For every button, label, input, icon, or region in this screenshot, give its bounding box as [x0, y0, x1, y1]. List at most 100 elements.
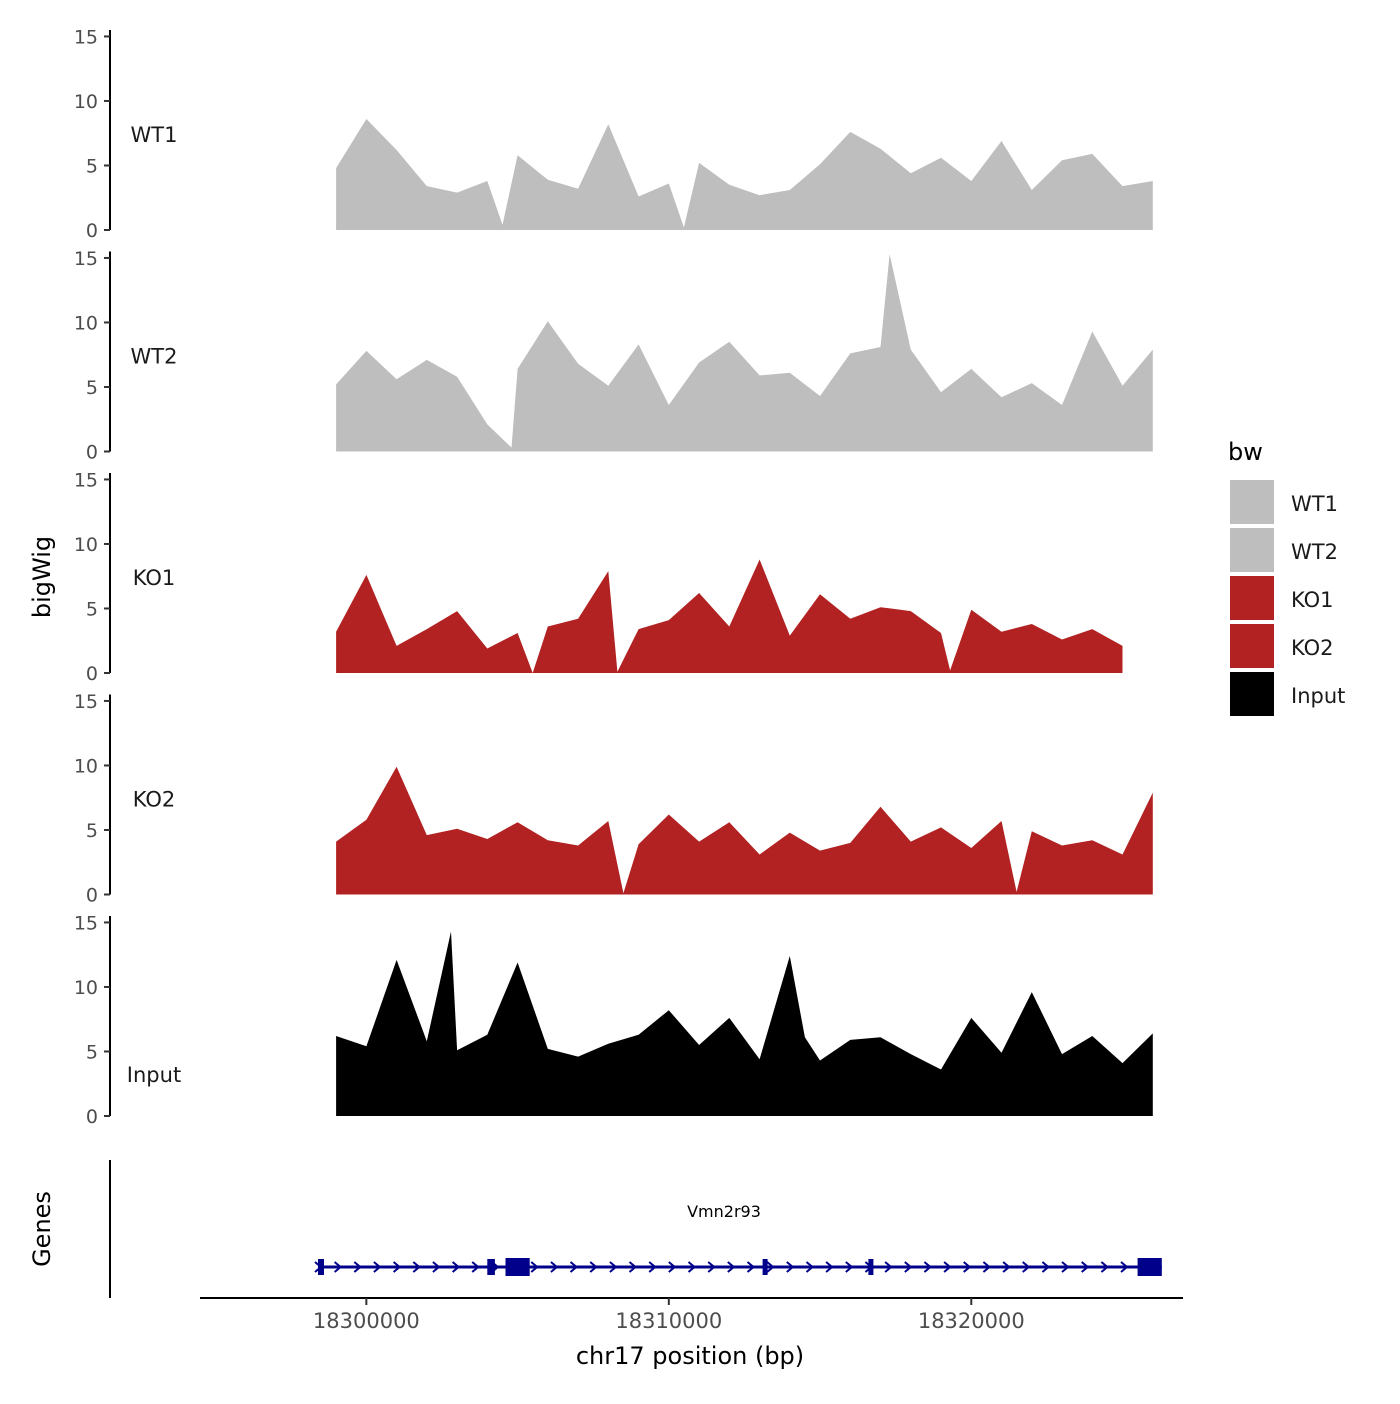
x-axis: 18300000 18310000 18320000 [200, 1297, 1183, 1333]
strand-arrow [609, 1261, 618, 1273]
gene-name-label: Vmn2r93 [687, 1202, 761, 1221]
y-tick-label: 15 [74, 469, 98, 491]
track-ko2: 0 5 10 15 KO2 [74, 691, 1153, 907]
strand-arrow [392, 1261, 402, 1273]
strand-arrow [1041, 1261, 1050, 1273]
strand-arrow [432, 1261, 441, 1273]
strand-arrow [333, 1261, 343, 1273]
gene-exon [487, 1259, 495, 1275]
legend: bw WT1 WT2 KO1 KO2 Input [1228, 438, 1345, 716]
strand-arrow [746, 1261, 756, 1273]
y-tick-label: 15 [74, 691, 98, 713]
tracks-layer: 0 5 10 15 WT1 0 5 10 15 WT2 0 5 10 15 KO1 0 5 10 15 KO2 0 5 10… [74, 26, 1153, 1128]
legend-label: WT2 [1291, 540, 1338, 564]
strand-arrow [1120, 1261, 1129, 1273]
y-tick-label: 10 [74, 977, 98, 999]
x-tick-label: 18320000 [918, 1309, 1025, 1333]
y-axis-title: bigWig [28, 536, 56, 618]
strand-arrow [963, 1261, 972, 1273]
strand-arrow [766, 1261, 775, 1273]
track-input: 0 5 10 15 Input [74, 912, 1153, 1128]
track-label: KO2 [133, 788, 176, 812]
strand-arrow [628, 1261, 638, 1273]
strand-arrow [1061, 1261, 1070, 1273]
gene-exon [868, 1259, 874, 1275]
y-tick-label: 0 [86, 220, 98, 242]
area-input [336, 931, 1153, 1116]
y-tick-label: 15 [74, 248, 98, 270]
strand-arrow [707, 1261, 716, 1273]
strand-arrow [530, 1261, 539, 1273]
legend-title: bw [1228, 438, 1263, 466]
x-axis-title: chr17 position (bp) [576, 1342, 804, 1370]
strand-arrow [471, 1261, 480, 1273]
y-tick-label: 10 [74, 312, 98, 334]
legend-key [1230, 672, 1274, 716]
y-tick-label: 0 [86, 663, 98, 685]
y-tick-label: 5 [86, 1041, 98, 1063]
track-label: WT2 [131, 345, 178, 369]
gene-exon [505, 1258, 530, 1276]
gene-exon [1137, 1258, 1162, 1276]
area-ko1 [336, 559, 1123, 673]
area-wt2 [336, 254, 1153, 452]
legend-key [1230, 528, 1274, 572]
y-tick-label: 0 [86, 1106, 98, 1128]
y-tick-label: 0 [86, 442, 98, 464]
strand-arrow [687, 1261, 697, 1273]
y-tick-label: 10 [74, 755, 98, 777]
track-ko1: 0 5 10 15 KO1 [74, 469, 1123, 685]
y-tick-label: 5 [86, 820, 98, 842]
y-tick-label: 5 [86, 377, 98, 399]
strand-arrow [943, 1261, 952, 1273]
strand-arrow [589, 1261, 598, 1273]
strand-arrow [1100, 1261, 1109, 1273]
x-tick-label: 18310000 [615, 1309, 722, 1333]
strand-arrow [923, 1261, 932, 1273]
track-label: WT1 [131, 123, 178, 147]
y-tick-label: 10 [74, 534, 98, 556]
strand-arrow [353, 1261, 362, 1273]
strand-arrow [805, 1261, 815, 1273]
strand-arrow [825, 1261, 834, 1273]
gene-exon [762, 1259, 768, 1275]
gene-exon [318, 1259, 324, 1275]
strand-arrow [569, 1261, 579, 1273]
strand-arrow [845, 1261, 854, 1273]
strand-arrow [982, 1261, 991, 1273]
strand-arrow [1081, 1261, 1090, 1273]
strand-arrow [412, 1261, 421, 1273]
strand-arrow [727, 1261, 736, 1273]
x-tick-label: 18300000 [313, 1309, 420, 1333]
strand-arrow [648, 1261, 657, 1273]
area-wt1 [336, 119, 1153, 230]
y-tick-label: 0 [86, 885, 98, 907]
legend-label: KO2 [1291, 636, 1334, 660]
strand-arrow [550, 1261, 559, 1273]
y-tick-label: 5 [86, 155, 98, 177]
track-wt1: 0 5 10 15 WT1 [74, 26, 1153, 242]
track-wt2: 0 5 10 15 WT2 [74, 248, 1153, 464]
strand-arrow [1022, 1261, 1031, 1273]
genes-axis-title: Genes [28, 1191, 56, 1267]
legend-key [1230, 480, 1274, 524]
track-label: Input [127, 1063, 181, 1087]
legend-key [1230, 576, 1274, 620]
strand-arrow [904, 1261, 913, 1273]
track-label: KO1 [133, 566, 176, 590]
gene-track: Vmn2r93 [109, 1160, 1162, 1298]
legend-key [1230, 624, 1274, 668]
strand-arrow [373, 1261, 382, 1273]
y-tick-label: 15 [74, 912, 98, 934]
y-tick-label: 5 [86, 598, 98, 620]
strand-arrow [668, 1261, 677, 1273]
legend-label: Input [1291, 684, 1345, 708]
strand-arrow [451, 1261, 461, 1273]
strand-arrow [884, 1261, 893, 1273]
strand-arrow [786, 1261, 795, 1273]
y-tick-label: 10 [74, 91, 98, 113]
y-tick-label: 15 [74, 26, 98, 48]
legend-label: KO1 [1291, 588, 1334, 612]
